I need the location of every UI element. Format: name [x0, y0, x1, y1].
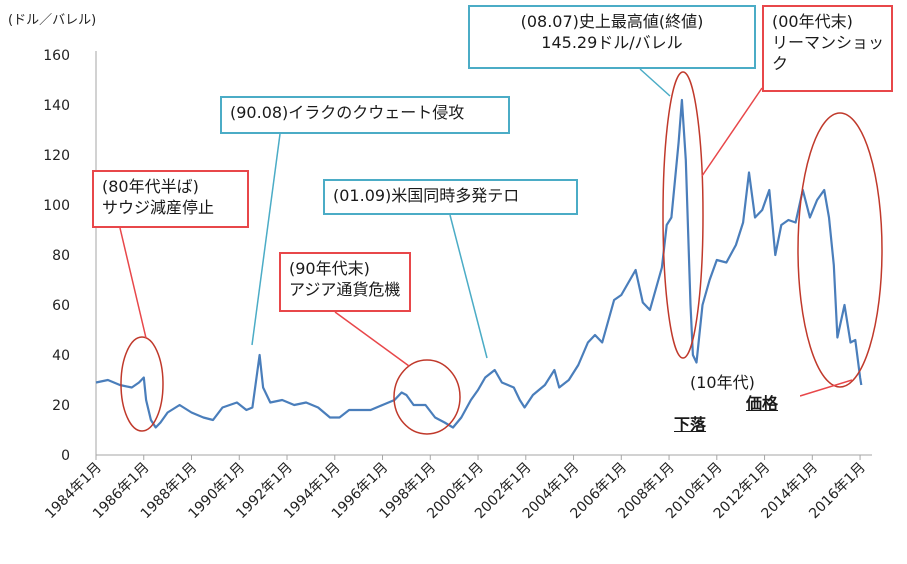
callout-text: ク	[772, 54, 789, 73]
connector-iraq	[251, 133, 281, 346]
circle-1998	[393, 359, 461, 435]
callout-text: (08.07)史上最高値(終値)	[520, 12, 704, 31]
circle-2008	[662, 71, 704, 359]
chart-axes	[95, 51, 872, 456]
y-tick-label: 60	[52, 298, 70, 314]
callout-text: 価格	[746, 394, 779, 413]
chart-line-layer	[95, 98, 863, 429]
callout-2010s-decline: (10年代) 価格 下落	[666, 368, 800, 454]
callout-text: (80年代半ば)	[102, 177, 199, 196]
connector-lehman	[701, 87, 763, 177]
callout-text: 下落	[674, 415, 707, 434]
circle-1986	[120, 336, 164, 432]
callout-text: (90年代末)	[289, 259, 370, 278]
y-tick-label: 160	[43, 48, 70, 64]
y-tick-label: 40	[52, 348, 70, 364]
y-tick-label: 120	[43, 148, 70, 164]
callout-connectors	[119, 68, 853, 397]
y-tick-label: 140	[43, 98, 70, 114]
callout-2008-peak: (08.07)史上最高値(終値) 145.29ドル/バレル	[468, 5, 756, 69]
callout-911: (01.09)米国同時多発テロ	[323, 179, 578, 215]
y-unit-label: (ドル／バレル)	[8, 13, 97, 28]
callout-text: リーマンショッ	[772, 33, 885, 52]
connector-saudi	[119, 227, 147, 339]
callout-saudi: (80年代半ば) サウジ減産停止	[92, 170, 249, 228]
connector-911	[449, 214, 488, 359]
connector-peak	[639, 68, 671, 97]
callout-asian-crisis: (90年代末) アジア通貨危機	[279, 252, 411, 312]
y-tick-label: 20	[52, 398, 70, 414]
callout-text: アジア通貨危機	[289, 280, 401, 299]
circle-2015	[797, 112, 883, 388]
highlight-circles	[120, 71, 883, 435]
callout-text: サウジ減産停止	[102, 198, 215, 217]
connector-asian	[334, 311, 410, 367]
y-tick-label: 0	[61, 448, 70, 464]
callout-text: 145.29ドル/バレル	[541, 33, 683, 52]
callout-iraq-kuwait: (90.08)イラクのクウェート侵攻	[220, 96, 510, 134]
callout-text: (01.09)米国同時多発テロ	[333, 186, 520, 205]
y-tick-label: 100	[43, 198, 70, 214]
callout-text: (90.08)イラクのクウェート侵攻	[230, 103, 465, 122]
callout-text: (10年代)	[690, 373, 755, 392]
connector-2010s	[799, 379, 853, 397]
callout-text: (00年代末)	[772, 12, 853, 31]
y-tick-label: 80	[52, 248, 70, 264]
callout-lehman-shock: (00年代末) リーマンショッ ク	[762, 5, 893, 92]
price-series-line	[95, 98, 863, 429]
